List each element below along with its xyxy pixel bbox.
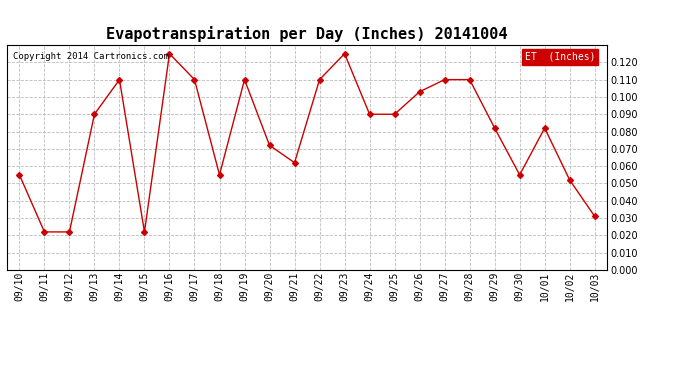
Text: Copyright 2014 Cartronics.com: Copyright 2014 Cartronics.com xyxy=(13,52,169,61)
Title: Evapotranspiration per Day (Inches) 20141004: Evapotranspiration per Day (Inches) 2014… xyxy=(106,27,508,42)
Text: ET  (Inches): ET (Inches) xyxy=(524,52,595,62)
